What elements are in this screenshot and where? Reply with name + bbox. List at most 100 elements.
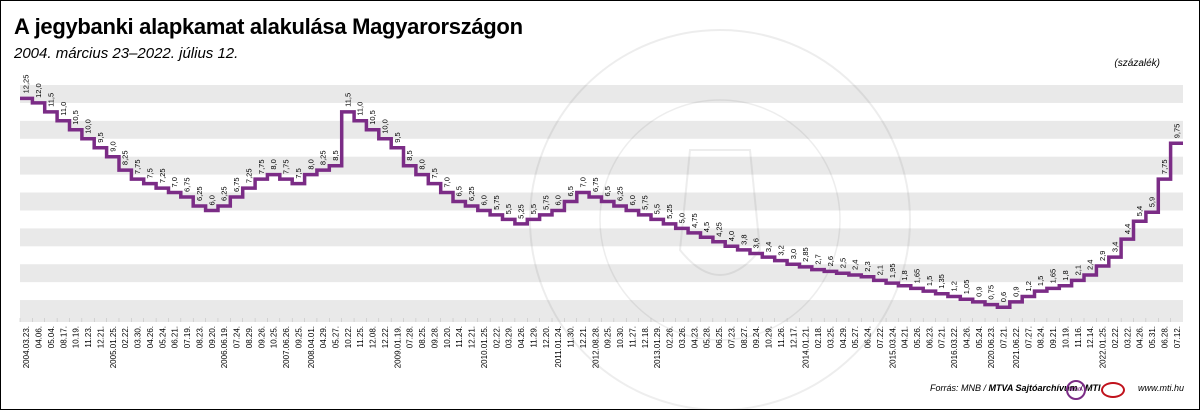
value-label: 8,0 (306, 159, 315, 169)
date-label: 11.25. (356, 326, 365, 348)
date-label: 08.25. (418, 326, 427, 348)
value-label: 7,75 (133, 159, 142, 174)
value-label: 3,6 (752, 238, 761, 248)
value-label: 7,5 (145, 168, 154, 178)
date-label: 06.24. (864, 326, 873, 348)
value-label: 1,8 (900, 270, 909, 280)
source-org: MTVA Sajtóarchívum (988, 383, 1078, 393)
rate-step-line (20, 96, 1183, 309)
mti-url[interactable]: www.mti.hu (1138, 383, 1185, 393)
date-label: 02.22. (121, 326, 130, 348)
date-label: 05.24. (158, 326, 167, 348)
date-label: 12.21. (579, 326, 588, 348)
date-label: 08.17. (59, 326, 68, 348)
date-label: 04.26. (1136, 326, 1145, 348)
date-label: 03.29. (505, 326, 514, 348)
date-label: 04.26. (963, 326, 972, 348)
date-label: 06.23. (925, 326, 934, 348)
value-label: 0,9 (974, 286, 983, 296)
value-label: 1,2 (950, 281, 959, 291)
value-label: 3,8 (739, 234, 748, 244)
date-label: 12.20. (542, 326, 551, 348)
date-label: 09.20. (208, 326, 217, 348)
value-label: 2,4 (851, 260, 860, 270)
value-label: 5,25 (517, 204, 526, 219)
value-label: 6,25 (195, 186, 204, 201)
value-label: 6,25 (220, 186, 229, 201)
date-label: 03.26. (678, 326, 687, 348)
date-label: 02.18. (814, 326, 823, 348)
date-label: 08.29. (245, 326, 254, 348)
value-label: 3,4 (764, 242, 773, 252)
value-label: 4,4 (1123, 224, 1132, 234)
value-label: 2,85 (801, 247, 810, 262)
value-label: 10,0 (84, 119, 93, 134)
value-label: 9,0 (108, 141, 117, 151)
date-label: 11.27. (628, 326, 637, 348)
date-label: 2015.03.24. (888, 326, 897, 368)
value-label: 7,25 (158, 168, 167, 183)
value-label: 3,0 (789, 249, 798, 259)
date-label: 07.22. (876, 326, 885, 348)
value-label: 4,25 (715, 222, 724, 237)
value-label: 9,5 (393, 132, 402, 142)
grid-band (20, 228, 1183, 247)
mti-logo (1101, 382, 1125, 398)
value-labels: 12,25 12,011,511,010,510,09,59,08,257,75 7… (22, 75, 1182, 303)
date-label: 07.23. (727, 326, 736, 348)
date-label: 09.28. (431, 326, 440, 348)
value-label: 10,5 (71, 110, 80, 125)
value-label: 7,5 (294, 168, 303, 178)
date-label: 2008.04.01. (307, 326, 316, 368)
value-label: 6,5 (455, 186, 464, 196)
value-label: 10,5 (368, 110, 377, 125)
value-label: 1,8 (1061, 270, 1070, 280)
grid-band (20, 120, 1183, 139)
chart-subtitle: 2004. március 23–2022. július 12. (14, 45, 239, 62)
date-label: 03.22. (1123, 326, 1132, 348)
date-label: 03.30. (134, 326, 143, 348)
date-label: 11.24. (455, 326, 464, 348)
date-label: 12.21. (96, 326, 105, 348)
value-label: 5,75 (541, 195, 550, 210)
value-label: 9,75 (1172, 124, 1181, 139)
date-label: 07.28. (406, 326, 415, 348)
value-label: 8,5 (331, 150, 340, 160)
value-label: 5,5 (504, 204, 513, 214)
value-label: 2,4 (1086, 260, 1095, 270)
value-label: 8,5 (405, 150, 414, 160)
value-label: 2,5 (838, 258, 847, 268)
date-label: 02.26. (666, 326, 675, 348)
value-label: 0,6 (999, 292, 1008, 302)
value-label: 8,25 (121, 150, 130, 165)
date-label: 12.08. (369, 326, 378, 348)
value-label: 6,5 (566, 186, 575, 196)
date-label: 10.20. (443, 326, 452, 348)
date-label: 2009.01.19. (393, 326, 402, 368)
date-label: 04.23. (690, 326, 699, 348)
date-label: 09.25. (294, 326, 303, 348)
value-label: 0,9 (1012, 286, 1021, 296)
value-label: 4,75 (690, 213, 699, 228)
date-label: 08.24. (1037, 326, 1046, 348)
value-label: 5,25 (665, 204, 674, 219)
date-label: 05.28. (703, 326, 712, 348)
date-label: 08.27. (740, 326, 749, 348)
date-label: 11.16. (1074, 326, 1083, 348)
date-label: 10.22. (344, 326, 353, 348)
mtva-logo: MTVA (1066, 380, 1086, 400)
value-label: 5,75 (640, 195, 649, 210)
date-label: 07.27. (1024, 326, 1033, 348)
date-label: 04.26. (146, 326, 155, 348)
date-label: 2020.06.23. (987, 326, 996, 368)
date-label: 2014.01.21. (802, 326, 811, 368)
value-label: 0,75 (987, 285, 996, 300)
grid-band (20, 85, 1183, 103)
value-label: 1,95 (888, 263, 897, 278)
value-label: 6,75 (183, 177, 192, 192)
date-label: 05.31. (1148, 326, 1157, 348)
value-label: 5,5 (529, 204, 538, 214)
date-label: 05.27. (332, 326, 341, 348)
date-label: 2013.01.29. (653, 326, 662, 368)
date-label: 05.04. (47, 326, 56, 348)
